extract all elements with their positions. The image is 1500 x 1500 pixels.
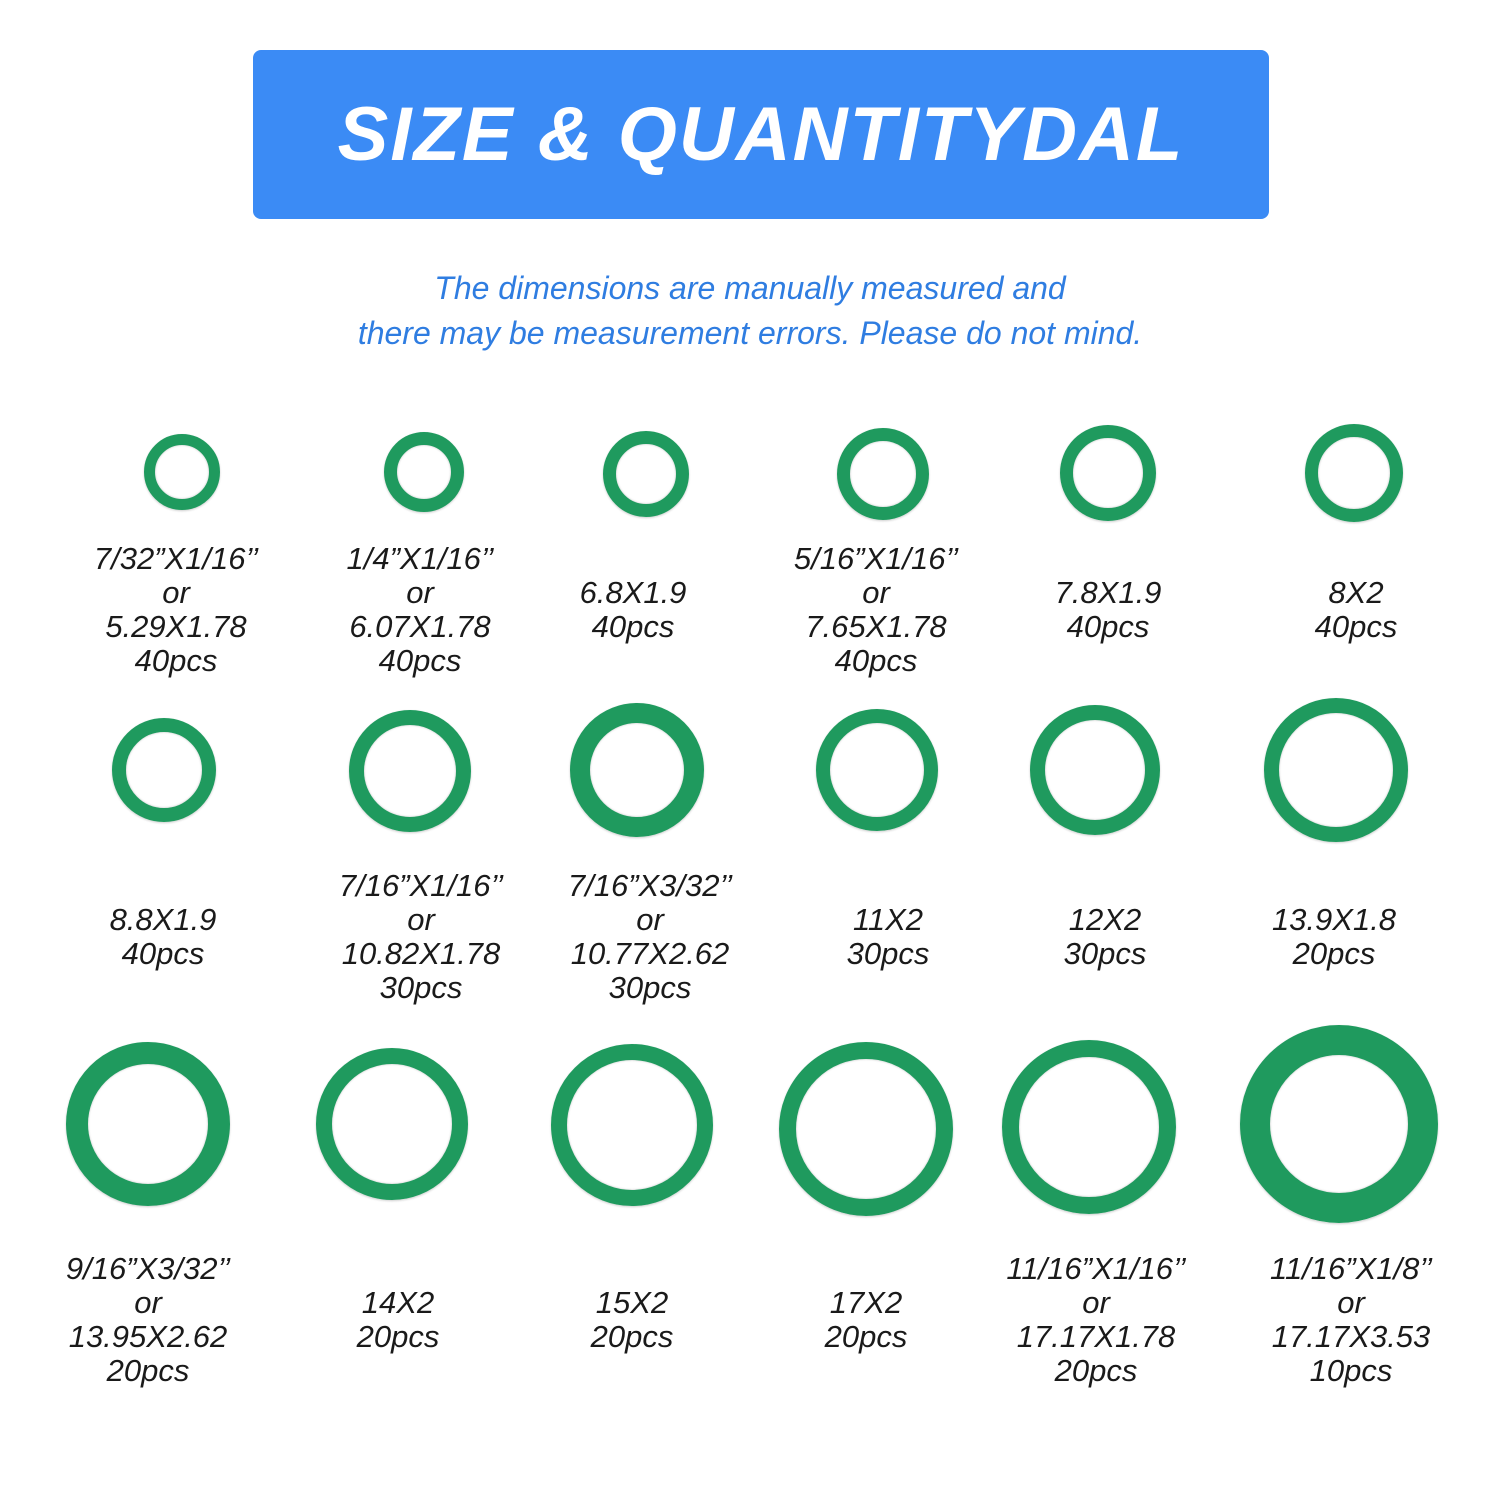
size-label-line: 40pcs [134, 643, 218, 678]
o-ring-icon [816, 709, 938, 831]
size-label-line: 8.8X1.9 [109, 902, 217, 937]
size-label-line: 13.9X1.8 [1271, 902, 1397, 937]
o-ring-icon [779, 1042, 953, 1216]
o-ring-size-label: 11X2 30pcs [758, 903, 1018, 971]
size-label-line: 40pcs [121, 936, 205, 971]
o-ring-size-label: 11/16”X1/8’’ or 17.17X3.53 10pcs [1221, 1252, 1481, 1388]
o-ring-size-label: 14X2 20pcs [268, 1286, 528, 1354]
o-ring-icon [837, 428, 929, 520]
size-label-line: 6.07X1.78 [349, 609, 491, 644]
size-label-line: 40pcs [1066, 609, 1150, 644]
size-label-line: 11X2 [852, 902, 924, 937]
o-ring-icon [1030, 705, 1160, 835]
size-label-line: 11/16”X1/8’’ [1270, 1251, 1432, 1286]
size-label-line: or [162, 575, 190, 610]
o-ring-size-label: 13.9X1.8 20pcs [1204, 903, 1464, 971]
o-ring-icon [316, 1048, 468, 1200]
o-ring-icon [349, 710, 471, 832]
size-label-line: 10pcs [1309, 1353, 1393, 1388]
o-ring-size-label: 7/16”X3/32’’ or 10.77X2.62 30pcs [520, 869, 780, 1005]
o-ring-size-label: 12X2 30pcs [975, 903, 1235, 971]
size-label-line: 20pcs [1054, 1353, 1138, 1388]
size-label-line: 20pcs [356, 1319, 440, 1354]
size-label-line: 9/16”X3/32’’ [65, 1251, 231, 1286]
size-label-line: 20pcs [1292, 936, 1376, 971]
measurement-note: The dimensions are manually measured and… [0, 266, 1500, 356]
note-line-1: The dimensions are manually measured and [434, 270, 1066, 306]
size-label-line: 10.77X2.62 [570, 936, 730, 971]
size-label-line: 5/16”X1/16’’ [793, 541, 959, 576]
size-label-line: or [134, 1285, 162, 1320]
o-ring-size-label: 7.8X1.9 40pcs [978, 576, 1238, 644]
o-ring-icon [384, 432, 464, 512]
title-banner: SIZE & QUANTITYDAL [253, 50, 1269, 219]
size-label-line: 12X2 [1068, 902, 1142, 937]
size-label-line: or [636, 902, 664, 937]
o-ring-size-label: 1/4”X1/16’’ or 6.07X1.78 40pcs [290, 542, 550, 678]
o-ring-icon [1305, 424, 1403, 522]
o-ring-icon [1264, 698, 1408, 842]
size-label-line: 15X2 [595, 1285, 669, 1320]
size-label-line: 17.17X3.53 [1271, 1319, 1431, 1354]
size-label-line: 40pcs [378, 643, 462, 678]
size-label-line: 30pcs [608, 970, 692, 1005]
o-ring-size-label: 5/16”X1/16’’ or 7.65X1.78 40pcs [746, 542, 1006, 678]
o-ring-icon [570, 703, 704, 837]
size-label-line: or [862, 575, 890, 610]
size-label-line: 8X2 [1328, 575, 1384, 610]
o-ring-icon [1240, 1025, 1438, 1223]
size-label-line: 40pcs [834, 643, 918, 678]
o-ring-size-label: 9/16”X3/32’’ or 13.95X2.62 20pcs [18, 1252, 278, 1388]
size-label-line: 30pcs [379, 970, 463, 1005]
o-ring-size-label: 7/32”X1/16’’ or 5.29X1.78 40pcs [46, 542, 306, 678]
o-ring-size-label: 8X2 40pcs [1226, 576, 1486, 644]
o-ring-icon [112, 718, 216, 822]
size-label-line: 20pcs [590, 1319, 674, 1354]
o-ring-icon [66, 1042, 230, 1206]
size-label-line: 17.17X1.78 [1016, 1319, 1176, 1354]
o-ring-size-label: 7/16”X1/16’’ or 10.82X1.78 30pcs [291, 869, 551, 1005]
o-ring-icon [603, 431, 689, 517]
o-ring-size-label: 15X2 20pcs [502, 1286, 762, 1354]
o-ring-icon [1002, 1040, 1176, 1214]
size-label-line: 20pcs [824, 1319, 908, 1354]
size-label-line: 5.29X1.78 [105, 609, 247, 644]
size-label-line: 40pcs [591, 609, 675, 644]
size-label-line: or [1337, 1285, 1365, 1320]
size-label-line: 10.82X1.78 [341, 936, 501, 971]
banner-title: SIZE & QUANTITYDAL [337, 92, 1185, 177]
size-label-line: or [407, 902, 435, 937]
o-ring-size-label: 11/16”X1/16’’ or 17.17X1.78 20pcs [966, 1252, 1226, 1388]
size-label-line: or [406, 575, 434, 610]
o-ring-icon [144, 434, 220, 510]
note-line-2: there may be measurement errors. Please … [357, 315, 1143, 351]
size-label-line: 1/4”X1/16’’ [346, 541, 494, 576]
size-label-line: 7/32”X1/16’’ [93, 541, 259, 576]
size-label-line: 30pcs [1063, 936, 1147, 971]
size-label-line: 14X2 [361, 1285, 435, 1320]
size-label-line: or [1082, 1285, 1110, 1320]
o-ring-size-label: 6.8X1.9 40pcs [503, 576, 763, 644]
size-label-line: 40pcs [1314, 609, 1398, 644]
o-ring-size-label: 17X2 20pcs [736, 1286, 996, 1354]
size-label-line: 13.95X2.62 [68, 1319, 228, 1354]
size-label-line: 17X2 [829, 1285, 903, 1320]
size-label-line: 6.8X1.9 [579, 575, 687, 610]
size-label-line: 7/16”X3/32’’ [567, 868, 733, 903]
size-label-line: 7/16”X1/16’’ [338, 868, 504, 903]
size-label-line: 30pcs [846, 936, 930, 971]
size-label-line: 20pcs [106, 1353, 190, 1388]
o-ring-size-label: 8.8X1.9 40pcs [33, 903, 293, 971]
o-ring-icon [551, 1044, 713, 1206]
size-label-line: 7.8X1.9 [1054, 575, 1162, 610]
o-ring-icon [1060, 425, 1156, 521]
size-label-line: 11/16”X1/16’’ [1006, 1251, 1186, 1286]
size-label-line: 7.65X1.78 [805, 609, 947, 644]
